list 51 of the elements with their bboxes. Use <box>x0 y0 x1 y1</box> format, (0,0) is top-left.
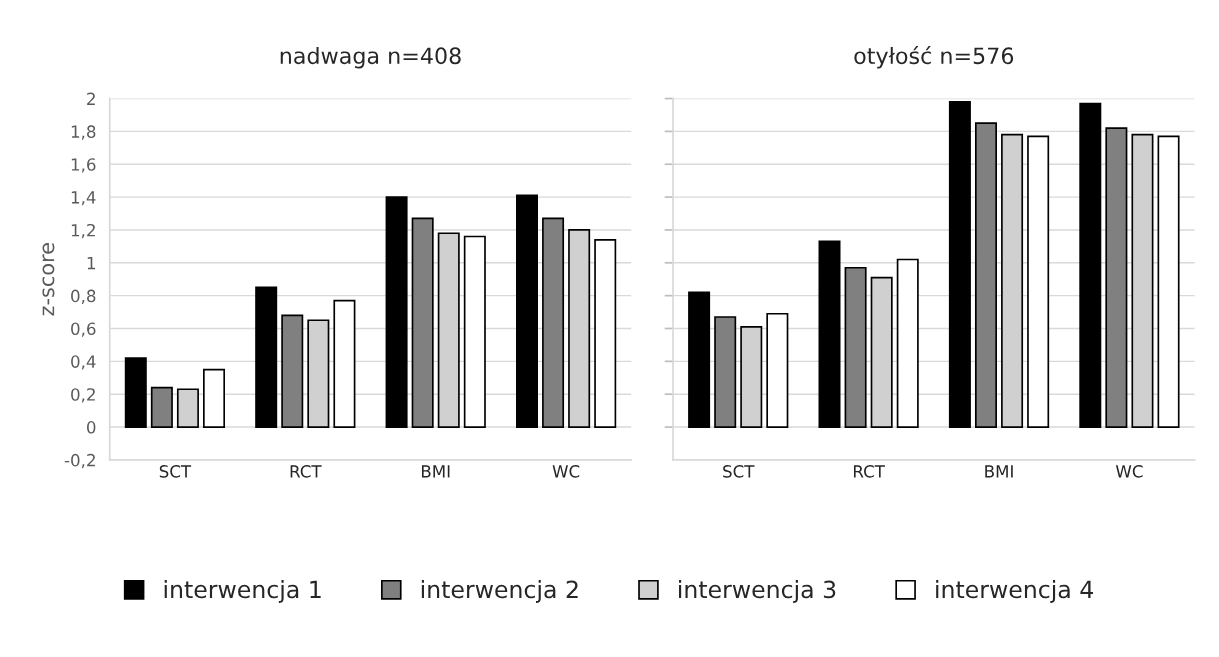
x-tick-label: SCT <box>159 465 192 478</box>
chart-title: nadwaga n=408 <box>280 46 461 69</box>
y-tick-label: 0 <box>87 421 96 434</box>
bar <box>385 196 408 428</box>
x-tick-label: BMI <box>985 465 1013 478</box>
bar <box>463 235 486 428</box>
y-tick-label: 1,8 <box>71 125 96 140</box>
y-axis-title: z-score <box>42 243 55 316</box>
y-tick-label: 1,6 <box>71 158 96 173</box>
chart-title: otyłość n=576 <box>854 46 1014 69</box>
y-tick-label: 0,4 <box>71 355 96 370</box>
bar <box>766 312 789 428</box>
bar <box>542 217 565 428</box>
bar <box>896 258 919 428</box>
y-tick-label: 1 <box>87 256 95 270</box>
bar <box>1079 102 1102 428</box>
y-tick-label: 1,4 <box>71 191 96 206</box>
y-tick-label: 1,2 <box>71 223 95 239</box>
bar <box>1105 127 1128 428</box>
bar <box>818 240 841 428</box>
bar <box>203 368 226 428</box>
y-tick-label: 0,6 <box>71 322 96 337</box>
x-tick-label: RCT <box>853 465 885 478</box>
legend-label: interwencja 4 <box>936 580 1093 603</box>
bar <box>1027 135 1050 428</box>
y-tick-label: 2 <box>87 92 95 105</box>
x-tick-label: RCT <box>290 465 322 478</box>
bar <box>150 386 173 428</box>
x-tick-label: WC <box>552 465 580 478</box>
bar <box>714 316 737 428</box>
y-tick-label: 0,8 <box>71 289 96 304</box>
bar <box>281 314 304 428</box>
bar <box>594 238 617 428</box>
bar <box>948 100 971 428</box>
legend-label: interwencja 2 <box>421 580 578 603</box>
legend-label: interwencja 3 <box>679 580 836 603</box>
bar <box>844 266 867 428</box>
legend-label: interwencja 1 <box>164 580 321 603</box>
bar <box>515 194 538 428</box>
bar <box>974 122 997 428</box>
x-tick-label: BMI <box>421 465 450 478</box>
bar <box>411 217 434 428</box>
bar <box>688 291 711 428</box>
x-tick-label: WC <box>1115 465 1143 478</box>
bar <box>1157 135 1180 428</box>
x-tick-label: SCT <box>723 465 755 478</box>
bar <box>333 299 356 428</box>
y-tick-label: -0,2 <box>64 453 95 469</box>
y-tick-label: 0,2 <box>71 388 95 403</box>
bar <box>124 357 147 428</box>
bar <box>255 286 278 428</box>
